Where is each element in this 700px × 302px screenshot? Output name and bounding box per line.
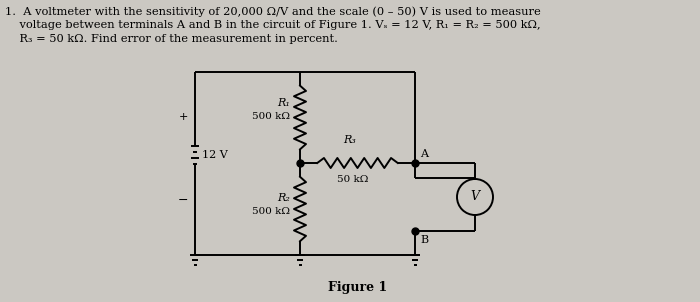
Text: R₁: R₁ bbox=[277, 98, 290, 108]
Text: V: V bbox=[470, 191, 480, 204]
Text: −: − bbox=[178, 194, 188, 207]
Text: B: B bbox=[420, 235, 428, 245]
Text: +: + bbox=[178, 112, 188, 122]
Text: 1.  A voltmeter with the sensitivity of 20,000 Ω/V and the scale (0 – 50) V is u: 1. A voltmeter with the sensitivity of 2… bbox=[5, 6, 540, 17]
Text: R₃: R₃ bbox=[343, 135, 356, 145]
Text: 500 kΩ: 500 kΩ bbox=[252, 112, 290, 121]
Text: 12 V: 12 V bbox=[202, 150, 228, 160]
Text: Figure 1: Figure 1 bbox=[328, 281, 387, 294]
Text: R₂: R₂ bbox=[277, 193, 290, 203]
Text: A: A bbox=[420, 149, 428, 159]
Text: voltage between terminals A and B in the circuit of Figure 1. Vₛ = 12 V, R₁ = R₂: voltage between terminals A and B in the… bbox=[5, 20, 540, 30]
Text: 500 kΩ: 500 kΩ bbox=[252, 207, 290, 216]
Text: R₃ = 50 kΩ. Find error of the measurement in percent.: R₃ = 50 kΩ. Find error of the measuremen… bbox=[5, 34, 338, 44]
Text: 50 kΩ: 50 kΩ bbox=[337, 175, 368, 184]
